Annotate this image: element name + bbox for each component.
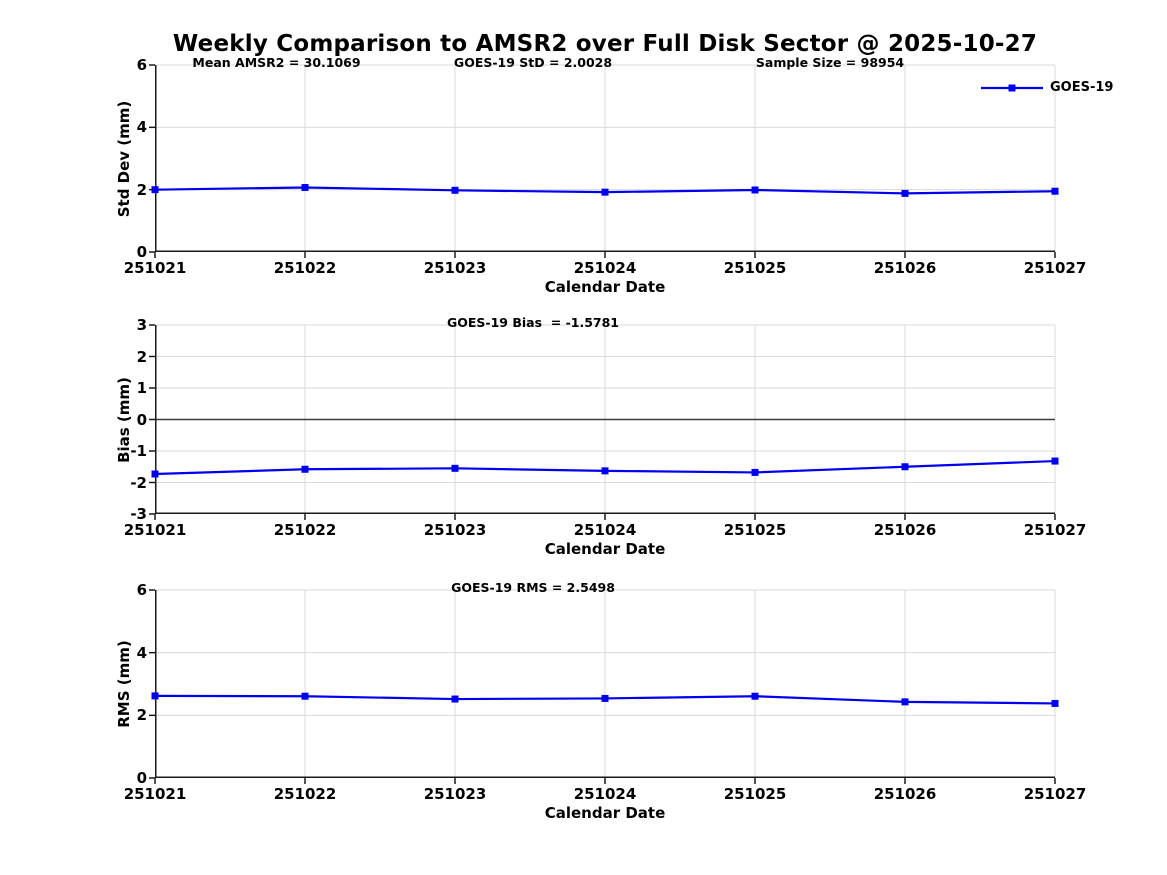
data-point-marker xyxy=(151,692,159,700)
legend-label: GOES-19 xyxy=(1050,80,1114,95)
x-tick-label: 251024 xyxy=(573,785,637,803)
figure-title: Weekly Comparison to AMSR2 over Full Dis… xyxy=(172,31,1038,57)
y-tick-label: -3 xyxy=(130,505,147,523)
x-axis-label-calendar-date: Calendar Date xyxy=(544,540,666,558)
data-point-marker xyxy=(751,186,759,194)
x-tick-label: 251022 xyxy=(273,785,337,803)
y-tick-label: 2 xyxy=(136,706,147,725)
plot-area xyxy=(149,324,1059,520)
y-tick-label: 2 xyxy=(136,180,147,199)
x-tick-label: 251023 xyxy=(423,785,487,803)
legend-line-marker-icon xyxy=(981,84,1043,91)
subplot-bias: Bias (mm) Calendar Date -3 -2 -1 0 1 2 3 251021… xyxy=(115,316,1086,559)
x-tick-label: 251027 xyxy=(1023,259,1087,277)
plot-area xyxy=(149,64,1059,258)
x-axis-label-calendar-date: Calendar Date xyxy=(544,278,666,296)
x-tick-label: 251024 xyxy=(573,259,637,277)
y-tick-label: 0 xyxy=(136,243,147,261)
y-tick-label: 3 xyxy=(136,316,147,334)
x-tick-label: 251021 xyxy=(123,521,187,539)
y-tick-label: -2 xyxy=(130,473,147,492)
y-tick-label: 6 xyxy=(136,581,147,599)
subplot-rms: RMS (mm) Calendar Date 0 2 4 6 251021 251022 2… xyxy=(115,581,1086,823)
x-tick-label: 251025 xyxy=(723,259,787,277)
x-tick-label: 251025 xyxy=(723,785,787,803)
plot-area xyxy=(149,589,1059,784)
stat-annotation: GOES-19 StD = 2.0028 xyxy=(453,55,613,70)
data-point-marker xyxy=(301,465,309,473)
data-point-marker xyxy=(1051,699,1059,707)
stat-annotation: GOES-19 Bias = -1.5781 xyxy=(446,315,620,330)
data-point-marker xyxy=(751,692,759,700)
x-tick-label: 251021 xyxy=(123,259,187,277)
stat-annotation: GOES-19 RMS = 2.5498 xyxy=(451,580,615,595)
data-point-marker xyxy=(1051,457,1059,465)
y-tick-label: 0 xyxy=(136,769,147,787)
x-tick-label: 251022 xyxy=(273,521,337,539)
data-point-marker xyxy=(601,467,609,475)
data-point-marker xyxy=(151,186,159,194)
x-tick-label: 251026 xyxy=(873,259,937,277)
data-point-marker xyxy=(1051,187,1059,195)
data-point-marker xyxy=(451,695,459,703)
data-point-marker xyxy=(901,189,909,197)
data-point-marker xyxy=(301,692,309,700)
y-tick-label: 6 xyxy=(136,56,147,74)
x-tick-label: 251027 xyxy=(1023,785,1087,803)
y-tick-label: 4 xyxy=(136,118,147,137)
data-point-marker xyxy=(751,468,759,476)
y-tick-label: 4 xyxy=(136,643,147,662)
data-point-marker xyxy=(601,694,609,702)
x-tick-label: 251023 xyxy=(423,521,487,539)
y-tick-label: 2 xyxy=(136,347,147,366)
x-tick-label: 251023 xyxy=(423,259,487,277)
data-point-marker xyxy=(151,470,159,478)
data-point-marker xyxy=(301,183,309,191)
x-tick-label: 251025 xyxy=(723,521,787,539)
x-tick-label: 251021 xyxy=(123,785,187,803)
x-tick-label: 251027 xyxy=(1023,521,1087,539)
data-point-marker xyxy=(901,698,909,706)
x-tick-label: 251024 xyxy=(573,521,637,539)
x-tick-label: 251022 xyxy=(273,259,337,277)
y-tick-label: -1 xyxy=(130,442,147,460)
stat-annotation: Mean AMSR2 = 30.1069 xyxy=(192,55,361,70)
x-tick-label: 251026 xyxy=(873,785,937,803)
x-tick-label: 251026 xyxy=(873,521,937,539)
y-tick-label: 1 xyxy=(136,379,147,397)
x-axis-label-calendar-date: Calendar Date xyxy=(544,804,666,822)
data-point-marker xyxy=(901,463,909,471)
legend: GOES-19 xyxy=(981,80,1113,95)
data-point-marker xyxy=(451,464,459,472)
data-point-marker xyxy=(601,188,609,196)
stat-annotation: Sample Size = 98954 xyxy=(755,55,905,70)
data-point-marker xyxy=(451,186,459,194)
y-tick-label: 0 xyxy=(136,410,147,429)
